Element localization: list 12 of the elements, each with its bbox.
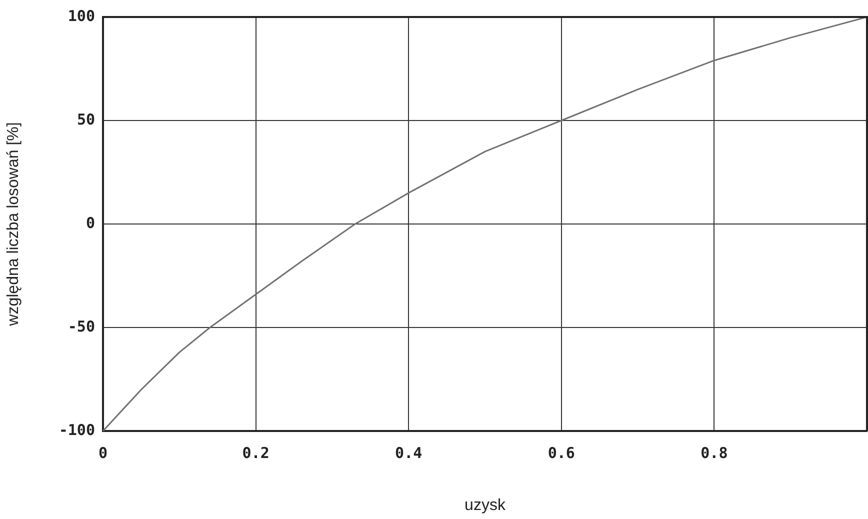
x-axis-title: uzysk [464,496,506,514]
x-tick-label: 0.6 [548,444,575,462]
x-tick-label: 0.2 [242,444,270,462]
x-tick-label: 0.8 [700,444,728,462]
y-tick-label: 50 [76,110,95,128]
y-tick-label: 100 [68,6,95,25]
x-tick-label: 0 [98,444,108,462]
x-tick-label: 0.4 [395,444,422,462]
y-axis-title: względna liczba losowań [%] [5,122,22,327]
y-tick-label: -50 [68,317,95,336]
y-tick-label: -100 [58,420,95,439]
y-tick-label: 0 [86,214,95,232]
